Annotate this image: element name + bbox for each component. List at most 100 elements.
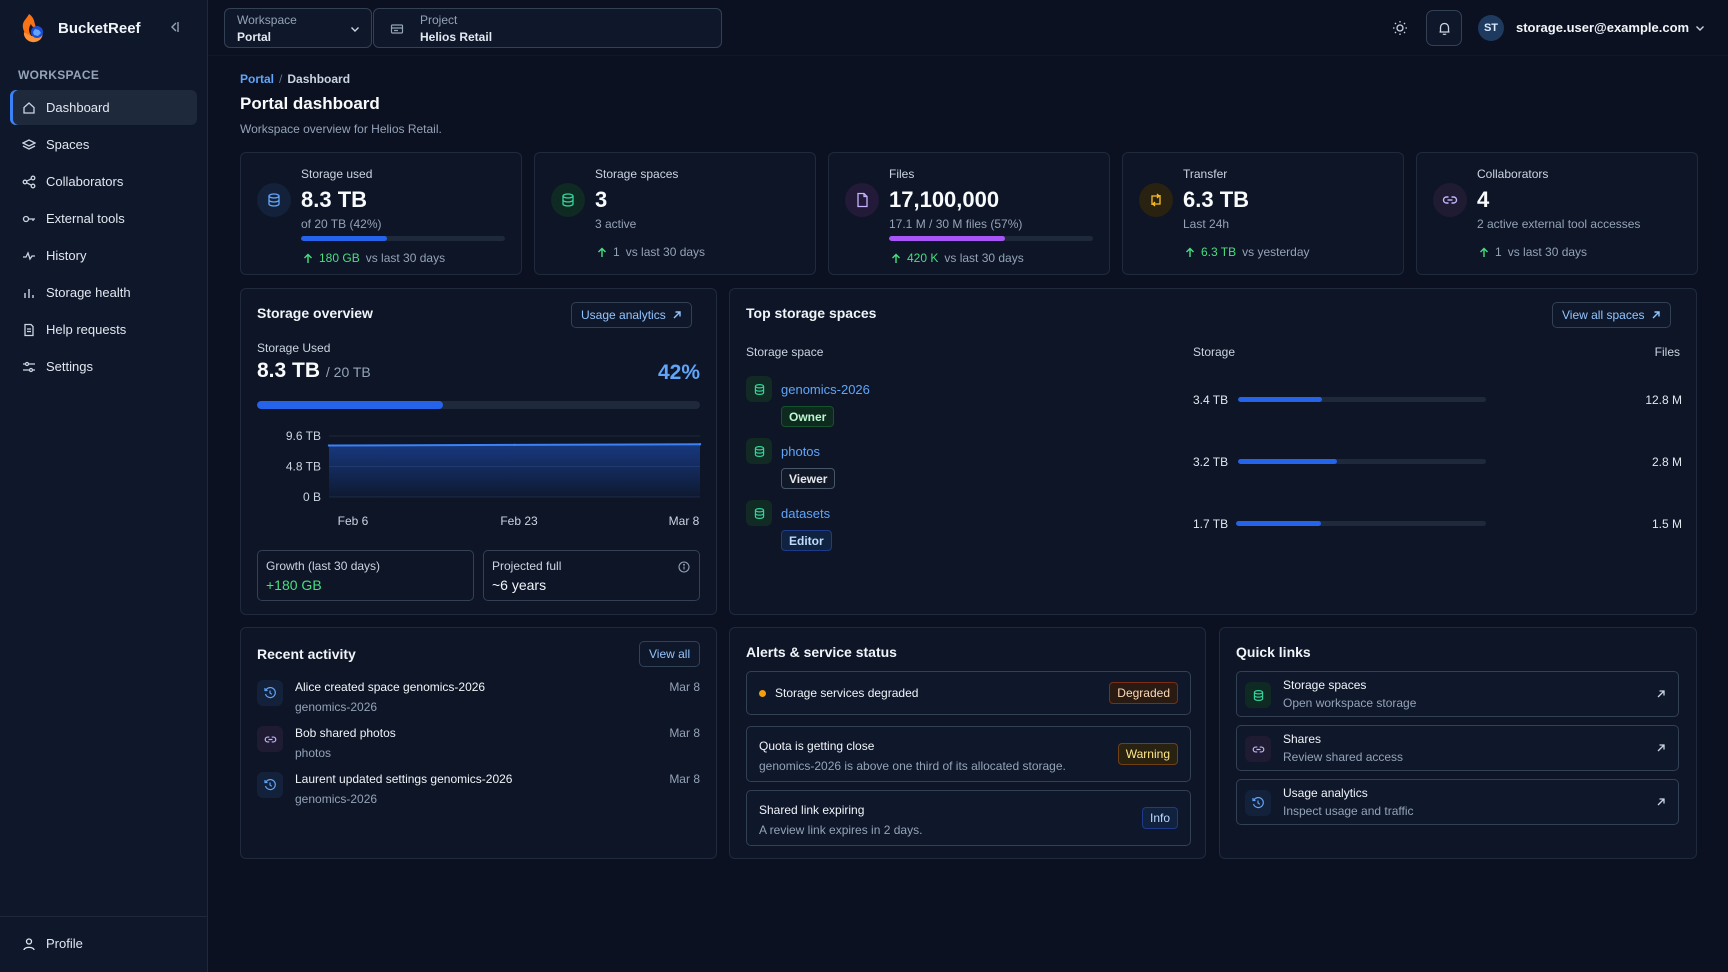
space-storage-bar [1238,397,1486,402]
quick-link-usage-analytics[interactable]: Usage analytics Inspect usage and traffi… [1236,779,1679,825]
sidebar-item-spaces[interactable]: Spaces [10,127,197,162]
brand[interactable]: BucketReef [18,10,141,46]
database-stack-icon [746,500,772,526]
sidebar-item-settings[interactable]: Settings [10,349,197,384]
view-all-activity-button[interactable]: View all [639,641,701,667]
stat-delta-text: vs last 30 days [1507,245,1588,259]
alerts-title: Alerts & service status [746,644,897,660]
workspace-selector[interactable]: Workspace Portal [224,8,372,48]
stat-card-collaborators: Collaborators 4 2 active external tool a… [1416,152,1698,275]
chart-y-tick-label: 0 B [303,490,321,504]
breadcrumb-portal-link[interactable]: Portal [240,72,275,86]
quick-link-title: Storage spaces [1283,678,1367,692]
status-badge: Info [1141,807,1178,829]
user-icon [22,937,36,951]
sidebar-item-storage-health[interactable]: Storage health [10,275,197,310]
storage-total: / 20 TB [325,364,371,380]
view-all-spaces-button[interactable]: View all spaces [1552,302,1671,328]
space-name-link[interactable]: photos [781,444,821,459]
chevron-down-icon[interactable] [1694,22,1706,34]
alert-quota[interactable]: Quota is getting close genomics-2026 is … [746,726,1191,782]
activity-subtext: genomics-2026 [295,700,378,714]
clock-icon [1245,790,1271,816]
top-storage-spaces-title: Top storage spaces [746,305,877,321]
brand-name: BucketReef [58,19,141,37]
quick-link-storage-spaces[interactable]: Storage spaces Open workspace storage [1236,671,1679,717]
workspace-section-label: WORKSPACE [18,68,100,82]
sidebar-item-dashboard[interactable]: Dashboard [10,90,197,125]
table-row[interactable]: datasets Editor 1.7 TB 1.5 M [746,500,1682,562]
info-icon[interactable] [678,561,690,573]
stat-delta: 1 vs last 30 days [1479,245,1587,259]
view-all-spaces-label: View all spaces [1562,308,1645,322]
alerts-card: Alerts & service status Storage services… [729,627,1206,859]
project-icon [390,22,404,36]
collapse-sidebar-icon[interactable] [166,19,182,35]
space-name-link[interactable]: datasets [781,506,831,521]
quick-link-title: Shares [1283,732,1322,746]
column-header-files: Files [1654,345,1680,359]
database-stack-icon [1245,682,1271,708]
sidebar-item-history[interactable]: History [10,238,197,273]
storage-usage-chart: 9.6 TB 4.8 TB 0 B Feb 6 Feb 23 Mar 8 [286,429,702,528]
theme-toggle-sun-icon[interactable] [1391,19,1409,37]
list-item[interactable]: Bob shared photos photos Mar 8 [257,726,700,770]
table-row[interactable]: photos Viewer 3.2 TB 2.8 M [746,438,1682,500]
sidebar-item-label: History [46,248,87,263]
quick-link-shares[interactable]: Shares Review shared access [1236,725,1679,771]
table-row[interactable]: genomics-2026 Owner 3.4 TB 12.8 M [746,376,1682,438]
workspace-selector-label: Workspace [237,13,297,27]
stat-value: 6.3 TB [1183,187,1250,212]
stat-card-transfer: Transfer 6.3 TB Last 24h 6.3 TB vs yeste… [1122,152,1404,275]
space-size: 3.2 TB [1193,455,1229,469]
storage-used-label: Storage Used [257,341,331,355]
avatar[interactable]: ST [1478,15,1504,41]
stat-delta-text: vs last 30 days [625,245,706,259]
chart-x-tick-label: Feb 6 [338,514,369,528]
stat-value: 3 [595,187,608,212]
role-badge: Owner [781,406,835,427]
project-selector[interactable]: Project Helios Retail [373,8,722,48]
growth-value: +180 GB [266,577,322,593]
page-title: Portal dashboard [240,94,380,113]
layers-icon [22,138,36,152]
link-icon [1433,183,1467,217]
stat-value: 4 [1477,187,1490,212]
sidebar-item-external-tools[interactable]: External tools [10,201,197,236]
alert-shared-link[interactable]: Shared link expiring A review link expir… [746,790,1191,846]
list-item[interactable]: Laurent updated settings genomics-2026 g… [257,772,700,816]
stat-value: 8.3 TB [301,187,368,212]
growth-metric: Growth (last 30 days) +180 GB [257,550,474,601]
activity-text: Alice created space genomics-2026 [295,680,486,694]
chart-y-tick-label: 4.8 TB [286,460,321,474]
chart-point [513,443,516,447]
notifications-button[interactable] [1426,10,1462,46]
space-files: 1.5 M [1651,517,1682,531]
arrow-up-icon [1479,247,1489,258]
link-icon [257,726,283,752]
sliders-icon [22,360,36,374]
storage-used-amount: 8.3 TB [257,359,321,382]
sidebar-item-label: Storage health [46,285,131,300]
recent-activity-card: Recent activity View all Alice created s… [240,627,717,859]
workspace-selector-value: Portal [237,30,272,44]
stat-delta-value: 1 [613,245,620,259]
breadcrumb-current: Dashboard [287,72,351,86]
storage-overview-card: Storage overview Usage analytics Storage… [240,288,717,615]
activity-date: Mar 8 [669,772,700,786]
user-email[interactable]: storage.user@example.com [1516,20,1690,35]
alert-storage-degraded[interactable]: Storage services degraded Degraded [746,671,1191,715]
sidebar-footer: Profile [0,916,207,972]
usage-analytics-button[interactable]: Usage analytics [571,302,692,328]
activity-icon [22,249,36,263]
arrow-up-icon [1185,247,1195,258]
database-stack-icon [551,183,585,217]
space-name-link[interactable]: genomics-2026 [781,382,870,397]
list-item[interactable]: Alice created space genomics-2026 genomi… [257,680,700,724]
profile-link[interactable]: Profile [22,936,83,951]
sidebar-item-collaborators[interactable]: Collaborators [10,164,197,199]
space-storage-bar [1238,459,1486,464]
sidebar-nav: Dashboard Spaces Collaborators External … [10,90,197,386]
arrow-up-icon [303,253,313,264]
sidebar-item-help-requests[interactable]: Help requests [10,312,197,347]
